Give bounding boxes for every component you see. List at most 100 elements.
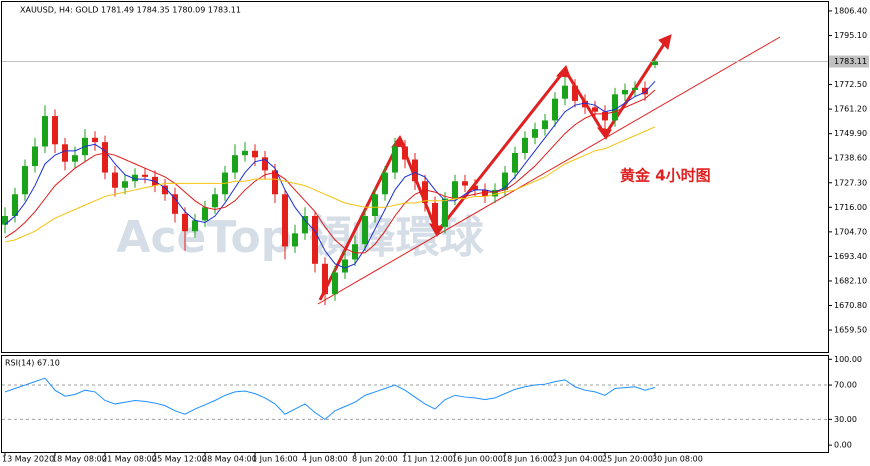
candle-body — [352, 244, 358, 260]
candle-body — [432, 202, 438, 227]
x-tick-label: 21 May 08:00 — [102, 455, 157, 464]
candle-body — [572, 85, 578, 101]
candle-body — [342, 259, 348, 273]
candle-body — [132, 174, 138, 182]
x-tick-label: 18 May 08:00 — [52, 455, 107, 464]
y-tick-label: 100.00 — [834, 355, 862, 364]
candle-body — [412, 159, 418, 182]
candle-body — [522, 137, 528, 153]
y-tick-label: 1749.90 — [834, 129, 867, 138]
candle-body — [582, 100, 588, 108]
y-tick-label: 1659.50 — [834, 326, 867, 335]
rsi-panel — [1, 355, 829, 453]
candle-body — [232, 155, 238, 173]
candle-body — [542, 120, 548, 130]
candle-body — [252, 150, 258, 158]
moving-average — [4, 80, 656, 269]
x-tick-label: 30 Jun 08:00 — [652, 455, 703, 464]
candle-body — [12, 194, 18, 216]
y-tick-label: 1727.30 — [834, 178, 867, 187]
candle-body — [472, 185, 478, 190]
rsi-title: RSI(14) 67.10 — [5, 359, 60, 368]
candle-body — [382, 172, 388, 195]
candle-body — [332, 272, 338, 295]
x-tick-label: 25 May 12:00 — [152, 455, 207, 464]
candle-body — [512, 152, 518, 173]
arrow-head — [658, 34, 672, 51]
x-tick-label: 25 Jun 20:00 — [602, 455, 653, 464]
current-price-label: 1783.11 — [834, 57, 867, 66]
x-tick-label: 8 Jun 20:00 — [352, 455, 398, 464]
x-tick-label: 16 Jun 00:00 — [452, 455, 503, 464]
candle-body — [122, 181, 128, 188]
y-tick-label: 1772.50 — [834, 80, 867, 89]
candle-body — [92, 137, 98, 143]
arrow-head — [555, 65, 571, 78]
candle-body — [42, 116, 48, 147]
annotation: 黄金 4小时图 — [620, 167, 711, 185]
candle-body — [302, 215, 308, 234]
y-tick-label: 30.00 — [834, 415, 857, 424]
rsi-line — [4, 377, 656, 421]
candle-body — [442, 198, 448, 227]
current-price-box — [829, 55, 869, 68]
candle-body — [312, 215, 318, 264]
y-tick-label: 1704.70 — [834, 227, 867, 236]
y-tick-label: 1738.60 — [834, 154, 867, 163]
x-tick-label: 28 May 04:00 — [202, 455, 257, 464]
candle-body — [422, 181, 428, 203]
candle-body — [552, 98, 558, 121]
candle-body — [622, 89, 628, 95]
candle-body — [262, 157, 268, 171]
candle-body — [162, 185, 168, 195]
y-tick-label: 1795.10 — [834, 31, 867, 40]
x-tick-label: 18 Jun 16:00 — [502, 455, 553, 464]
candle-body — [62, 144, 68, 162]
candle-body — [202, 207, 208, 221]
candle-body — [102, 142, 108, 173]
candle-body — [112, 172, 118, 188]
candle-body — [52, 116, 58, 145]
y-tick-label: 1806.40 — [834, 6, 867, 15]
x-tick-label: 23 Jun 04:00 — [552, 455, 603, 464]
candle-body — [402, 146, 408, 160]
candle-body — [282, 194, 288, 247]
watermark: AceTop 領峰環球 — [116, 212, 484, 263]
candle-body — [452, 181, 458, 199]
candle-body — [22, 166, 28, 195]
candle-body — [652, 61, 658, 66]
candle-body — [462, 181, 468, 186]
x-tick-label: 13 May 2020 — [2, 455, 54, 464]
candle-body — [242, 150, 248, 156]
y-tick-label: 0.00 — [834, 441, 852, 450]
candle-body — [32, 146, 38, 167]
y-tick-label: 70.00 — [834, 381, 857, 390]
candle-body — [632, 87, 638, 90]
moving-average — [4, 89, 656, 254]
candle-body — [182, 213, 188, 232]
candle-body — [612, 94, 618, 121]
candle-body — [212, 194, 218, 208]
candle-body — [642, 87, 648, 95]
candle-body — [592, 107, 598, 112]
y-tick-label: 1761.20 — [834, 105, 867, 114]
candle-body — [532, 129, 538, 138]
candle-body — [362, 215, 368, 245]
y-tick-label: 1682.10 — [834, 276, 867, 285]
y-tick-label: 1693.40 — [834, 252, 867, 261]
candle-body — [272, 170, 278, 195]
candle-body — [192, 220, 198, 232]
candle-body — [502, 172, 508, 190]
header: XAUUSD, H4: GOLD 1781.49 1784.35 1780.09… — [20, 6, 241, 15]
candle-body — [172, 194, 178, 214]
candle-body — [602, 111, 608, 121]
moving-average — [4, 126, 656, 243]
candle-body — [372, 194, 378, 216]
candle-body — [142, 174, 148, 177]
candle-body — [492, 189, 498, 197]
x-tick-label: 4 Jun 08:00 — [302, 455, 348, 464]
candle-body — [482, 189, 488, 197]
candle-body — [562, 85, 568, 99]
y-tick-label: 1670.80 — [834, 301, 867, 310]
